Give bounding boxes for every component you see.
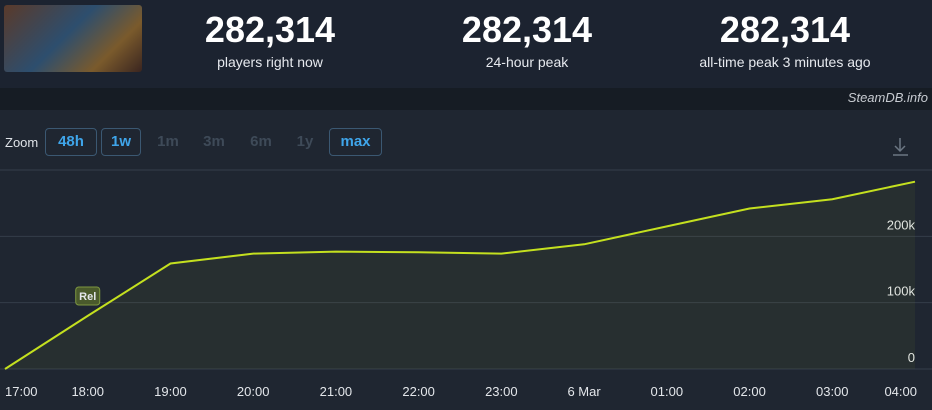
x-tick-label: 01:00: [651, 384, 684, 399]
stat-value: 282,314: [461, 9, 593, 50]
x-tick-label: 02:00: [733, 384, 766, 399]
stat-label: 24-hour peak: [485, 54, 569, 70]
y-tick-label: 0: [908, 350, 915, 365]
zoom-button[interactable]: max: [329, 128, 382, 156]
x-tick-label: 19:00: [154, 384, 187, 399]
stat-value: 282,314: [719, 9, 851, 50]
zoom-button[interactable]: 1w: [101, 128, 141, 156]
zoom-button[interactable]: 6m: [250, 133, 272, 150]
sub-bar: [0, 88, 932, 110]
stat-label: all-time peak 3 minutes ago: [699, 54, 871, 70]
annotation-box: [75, 286, 101, 306]
x-tick-label: 04:00: [884, 384, 917, 399]
y-tick-label: 200k: [887, 217, 916, 232]
line: [4, 180, 916, 370]
zoom-button[interactable]: 3m: [203, 133, 225, 150]
annotation-text: Rel: [79, 291, 96, 303]
area: [5, 181, 915, 369]
x-tick-label: 18:00: [71, 384, 104, 399]
x-tick-label: 21:00: [320, 384, 353, 399]
site-credit[interactable]: SteamDB.info: [847, 90, 928, 105]
y-tick-label: 100k: [887, 284, 916, 299]
x-tick-label: 23:00: [485, 384, 518, 399]
stat-value: 282,314: [204, 9, 336, 50]
x-tick-label: 17:00: [5, 384, 38, 399]
stat: 282,314 24-hour peak: [407, 8, 647, 70]
download-icon[interactable]: [893, 138, 908, 156]
stat: 282,314 players right now: [150, 8, 390, 70]
zoom-label: Zoom: [5, 135, 39, 150]
zoom-button[interactable]: 48h: [45, 128, 97, 156]
zoom-button[interactable]: 1m: [157, 133, 179, 150]
header: [0, 0, 932, 88]
x-tick-label: 6 Mar: [567, 384, 601, 399]
x-tick-label: 03:00: [816, 384, 849, 399]
game-cover[interactable]: [4, 5, 142, 72]
x-tick-label: 22:00: [402, 384, 435, 399]
x-tick-label: 20:00: [237, 384, 270, 399]
annotation[interactable]: Rel: [75, 286, 101, 306]
stat: 282,314 all-time peak 3 minutes ago: [665, 8, 905, 70]
stat-label: players right now: [217, 54, 323, 70]
zoom-button[interactable]: 1y: [296, 133, 314, 150]
